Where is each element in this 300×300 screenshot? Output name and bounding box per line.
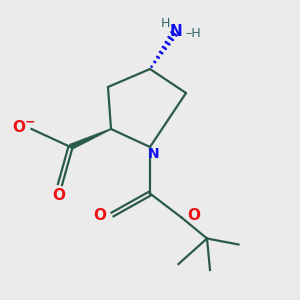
Text: N: N	[148, 147, 159, 160]
Text: –H: –H	[185, 26, 201, 40]
Text: O: O	[188, 208, 201, 224]
Polygon shape	[69, 128, 111, 150]
Text: H: H	[160, 16, 170, 30]
Text: O: O	[12, 120, 26, 135]
Text: −: −	[25, 116, 35, 129]
Text: O: O	[93, 208, 106, 224]
Text: O: O	[52, 188, 65, 203]
Text: N: N	[170, 24, 182, 39]
